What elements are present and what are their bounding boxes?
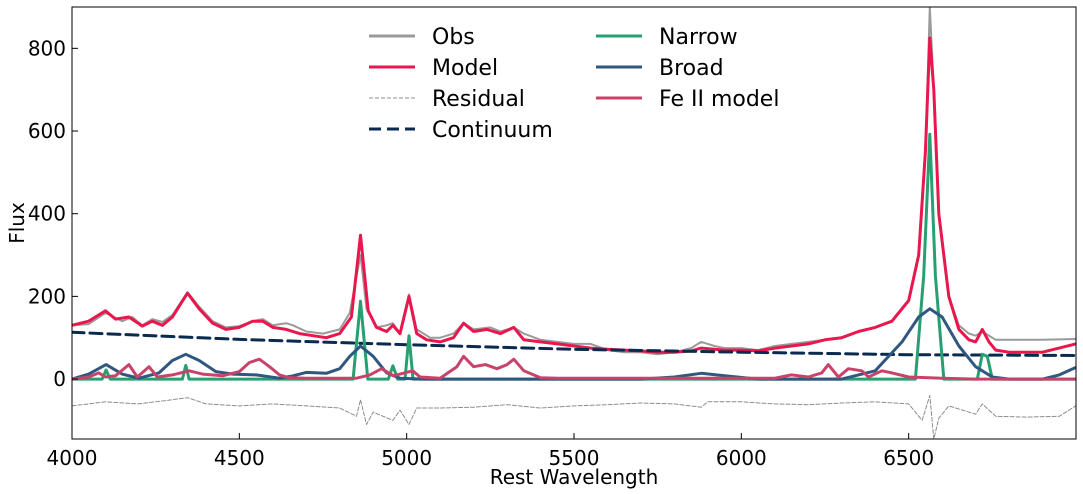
legend-label-residual: Residual bbox=[432, 87, 525, 112]
legend-label-fe-ii-model: Fe II model bbox=[659, 87, 779, 112]
x-tick-label: 6000 bbox=[716, 446, 767, 470]
y-tick-label: 0 bbox=[53, 367, 66, 391]
legend-label-narrow: Narrow bbox=[659, 25, 738, 50]
series-line-residual bbox=[72, 395, 1076, 439]
y-tick-label: 800 bbox=[28, 36, 66, 60]
series-line-continuum bbox=[72, 330, 1076, 357]
series-layer bbox=[72, 7, 1076, 439]
x-axis-label: Rest Wavelength bbox=[490, 465, 659, 489]
ticks-layer: 4000 4500 5000 5500 6000 6500 0 200 400 600 800 bbox=[28, 36, 934, 470]
x-tick-label: 4500 bbox=[214, 446, 265, 470]
legend-label-broad: Broad bbox=[659, 56, 724, 81]
series-line-model bbox=[72, 36, 1076, 354]
series-line-fe-ii-model bbox=[72, 354, 1076, 381]
legend-label-obs: Obs bbox=[432, 25, 475, 50]
x-tick-label: 4000 bbox=[47, 446, 98, 470]
y-tick-label: 200 bbox=[28, 284, 66, 308]
x-tick-label: 5500 bbox=[549, 446, 600, 470]
series-line-obs bbox=[72, 7, 1076, 356]
x-tick-label: 6500 bbox=[883, 446, 934, 470]
legend-label-continuum: Continuum bbox=[432, 118, 553, 143]
legend: Obs Model Residual Continuum Narrow Broad Fe I… bbox=[369, 25, 779, 143]
x-tick-label: 5000 bbox=[381, 446, 432, 470]
y-tick-label: 600 bbox=[28, 119, 66, 143]
y-tick-label: 400 bbox=[28, 202, 66, 226]
legend-label-model: Model bbox=[432, 56, 498, 81]
y-axis-label: Flux bbox=[5, 202, 29, 244]
